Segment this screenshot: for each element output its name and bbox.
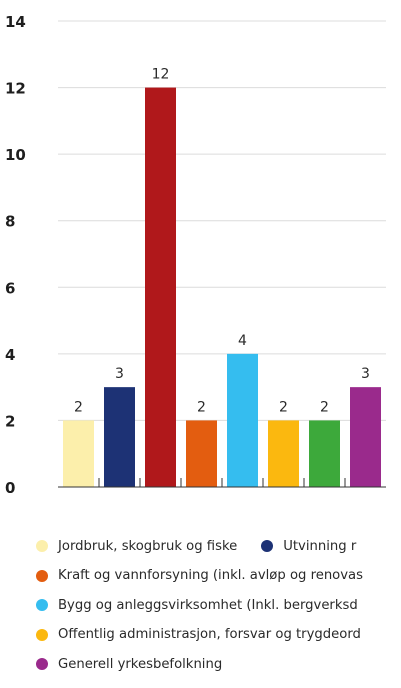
- data-label: 2: [279, 399, 288, 415]
- legend-marker: [36, 569, 48, 582]
- data-label: 2: [320, 399, 329, 415]
- legend-row: Jordbruk, skogbruk og fiske Utvinning r: [36, 533, 401, 559]
- data-label: 3: [115, 366, 124, 382]
- legend-label: Bygg og anleggsvirksomhet (Inkl. bergver…: [58, 597, 358, 613]
- y-tick-label: 0: [5, 479, 15, 497]
- bar-chart: 0 2 4 6 8 10 12 14 2 3 12 2 4 2 2 3: [5, 13, 386, 497]
- bar: [350, 387, 381, 487]
- bar: [186, 420, 217, 487]
- y-tick-label: 6: [5, 279, 15, 297]
- legend-label: Offentlig administrasjon, forsvar og try…: [58, 627, 361, 642]
- data-label: 12: [152, 67, 170, 83]
- legend-marker: [36, 599, 48, 611]
- legend-item-utvinning[interactable]: Utvinning r: [261, 539, 356, 554]
- bar: [309, 420, 340, 487]
- bar: [268, 420, 299, 487]
- legend-row: Kraft og vannforsyning (inkl. avløp og r…: [36, 563, 401, 589]
- legend-row: Generell yrkesbefolkning: [36, 651, 401, 673]
- y-tick-label: 14: [5, 13, 26, 31]
- legend-row: Bygg og anleggsvirksomhet (Inkl. bergver…: [36, 592, 401, 618]
- y-tick-label: 2: [5, 412, 15, 430]
- data-label: 2: [197, 399, 206, 415]
- data-label: 3: [361, 366, 370, 382]
- y-tick-label: 8: [5, 213, 15, 231]
- legend-item-kraft[interactable]: Kraft og vannforsyning (inkl. avløp og r…: [36, 568, 363, 583]
- bar: [63, 420, 94, 487]
- y-tick-label: 10: [5, 146, 26, 164]
- data-label: 4: [238, 333, 247, 349]
- legend-item-jordbruk[interactable]: Jordbruk, skogbruk og fiske: [36, 539, 237, 554]
- legend-item-generell[interactable]: Generell yrkesbefolkning: [36, 657, 222, 672]
- bar: [145, 87, 176, 488]
- legend-marker: [36, 540, 48, 552]
- y-tick-label: 12: [5, 80, 26, 98]
- y-tick-label: 4: [5, 346, 15, 364]
- legend-label: Generell yrkesbefolkning: [58, 656, 223, 672]
- legend-label: Utvinning r: [283, 538, 357, 554]
- legend-marker: [36, 658, 48, 670]
- legend: Jordbruk, skogbruk og fiske Utvinning r …: [36, 533, 401, 673]
- legend-label: Kraft og vannforsyning (inkl. avløp og r…: [58, 568, 363, 583]
- legend-label: Jordbruk, skogbruk og fiske: [58, 538, 238, 554]
- legend-item-bygg[interactable]: Bygg og anleggsvirksomhet (Inkl. bergver…: [36, 598, 358, 613]
- legend-row: Offentlig administrasjon, forsvar og try…: [36, 622, 401, 648]
- bar: [104, 387, 135, 487]
- legend-marker: [36, 628, 48, 641]
- legend-marker: [261, 540, 274, 552]
- bar: [227, 353, 258, 487]
- data-label: 2: [74, 399, 83, 415]
- legend-item-offentlig[interactable]: Offentlig administrasjon, forsvar og try…: [36, 627, 361, 642]
